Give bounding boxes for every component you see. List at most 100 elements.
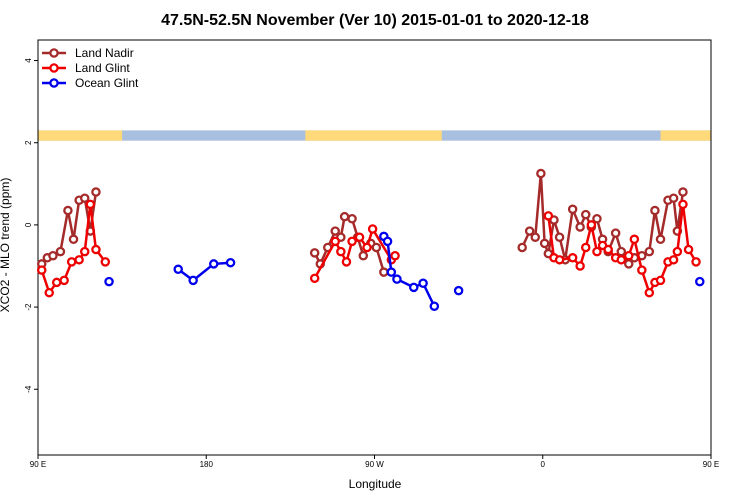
legend-swatch-marker [49, 63, 59, 73]
data-point [59, 275, 69, 286]
data-point [309, 248, 320, 258]
data-point [100, 257, 111, 267]
data-point [208, 259, 219, 269]
series-line [177, 261, 231, 282]
y-tick-label: 0 [24, 222, 33, 227]
legend-label: Land Nadir [75, 46, 134, 60]
x-tick-label: 90 W [365, 460, 384, 469]
data-point [225, 257, 236, 268]
y-tick-label: 4 [24, 58, 33, 63]
data-point [592, 213, 602, 224]
data-point [85, 199, 96, 210]
data-point [429, 301, 440, 312]
data-point [354, 232, 365, 242]
y-tick-label: -2 [24, 303, 33, 311]
data-point [678, 187, 688, 197]
legend-item: Land Glint [42, 61, 130, 75]
series-layer [36, 168, 705, 312]
data-point [610, 228, 621, 238]
data-point [336, 246, 346, 257]
data-point [358, 250, 369, 261]
x-axis-label: Longitude [349, 477, 402, 491]
land-segment [305, 130, 442, 141]
data-point [66, 257, 77, 267]
data-point [79, 246, 90, 257]
land-segment [660, 130, 711, 141]
data-point [517, 242, 527, 253]
data-point [592, 246, 602, 257]
y-tick-label: 2 [24, 140, 33, 145]
data-point [44, 287, 54, 298]
legend-swatch-marker [49, 48, 59, 58]
data-point [367, 224, 378, 234]
x-tick-label: 180 [200, 460, 214, 469]
data-point [36, 265, 47, 275]
data-point [580, 242, 591, 253]
chart-title: 47.5N-52.5N November (Ver 10) 2015-01-01… [161, 12, 589, 29]
data-point [644, 287, 655, 298]
data-point [79, 193, 90, 203]
data-point [55, 246, 66, 257]
data-point [188, 275, 198, 286]
legend-label: Land Glint [75, 61, 130, 75]
x-tick-label: 90 E [30, 460, 46, 469]
data-point [678, 199, 688, 210]
data-point [524, 226, 535, 236]
data-point [379, 267, 389, 277]
x-tick-label: 90 E [703, 460, 719, 469]
data-point [371, 242, 382, 253]
data-point [567, 253, 578, 263]
data-point [575, 222, 585, 232]
data-point [386, 267, 397, 277]
data-point [536, 168, 546, 179]
data-point [567, 204, 578, 215]
data-point [347, 213, 357, 224]
data-point [330, 236, 340, 247]
data-point [173, 264, 183, 275]
data-point [390, 250, 400, 261]
data-point [575, 261, 585, 271]
legend-label: Ocean Glint [75, 76, 139, 90]
data-point [554, 255, 565, 265]
y-axis-label: XCO2 - MLO trend (ppm) [0, 178, 12, 313]
data-point [68, 234, 79, 245]
data-point [543, 211, 554, 221]
data-point [672, 246, 683, 257]
data-point [655, 234, 666, 245]
data-point [453, 285, 464, 296]
data-point [341, 257, 352, 267]
data-point [580, 209, 591, 220]
data-point [668, 193, 679, 203]
data-point [644, 246, 655, 257]
data-point [629, 234, 640, 245]
data-point [691, 257, 701, 267]
series-line [521, 173, 685, 267]
data-point [409, 282, 419, 293]
data-point [104, 276, 114, 287]
data-point [683, 244, 694, 255]
data-point [63, 205, 73, 216]
data-point [650, 205, 660, 216]
data-point [392, 274, 402, 284]
data-point [655, 275, 666, 286]
data-point [91, 244, 101, 255]
data-point [554, 232, 565, 242]
data-point [382, 236, 393, 247]
data-point [623, 250, 634, 261]
data-point [91, 187, 101, 197]
data-point [539, 238, 550, 249]
legend-item: Land Nadir [42, 46, 134, 60]
data-point [418, 278, 428, 288]
data-point [362, 242, 372, 253]
data-point [623, 259, 634, 269]
data-point [309, 273, 320, 284]
series-ocean-glint [104, 231, 705, 312]
series-land-glint [36, 199, 701, 298]
land-ocean-strip [38, 130, 711, 141]
data-point [339, 211, 350, 222]
data-point [637, 265, 647, 275]
data-point [330, 226, 340, 236]
y-tick-label: -4 [24, 385, 33, 393]
